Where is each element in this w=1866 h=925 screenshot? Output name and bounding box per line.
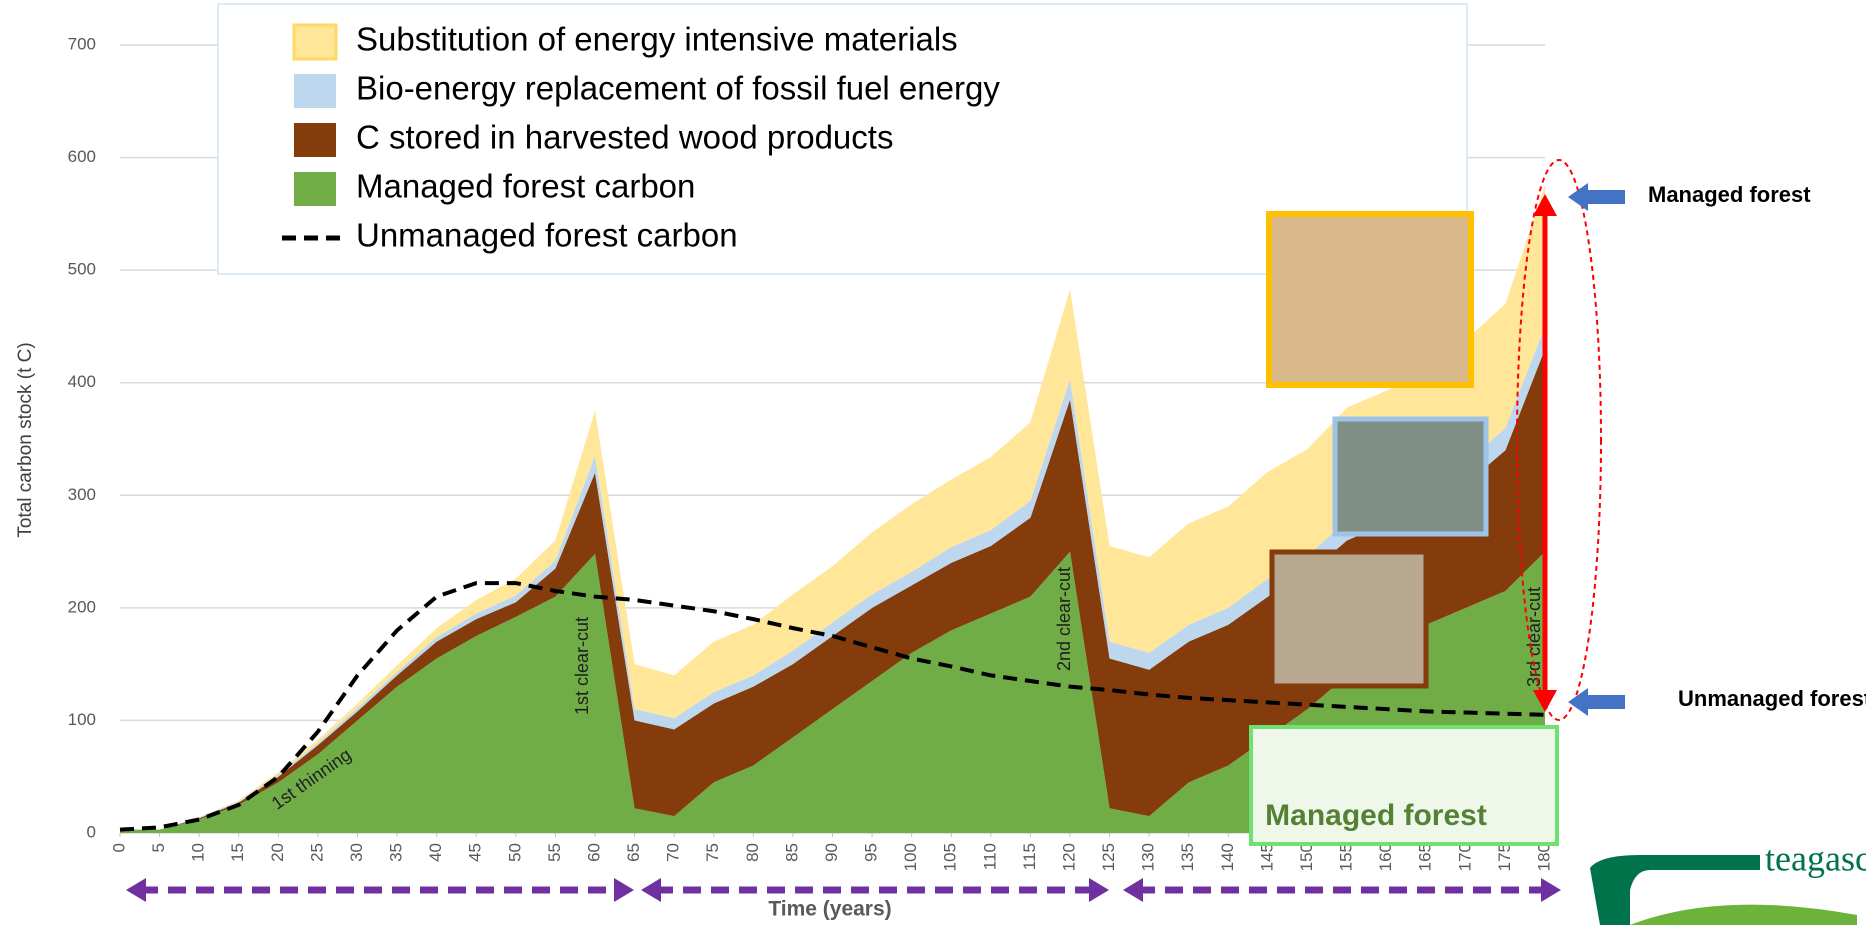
x-tick-label: 155 [1337, 843, 1356, 871]
x-tick-label: 35 [387, 843, 406, 862]
x-tick-label: 80 [743, 843, 762, 862]
y-axis-title: Total carbon stock (t C) [15, 342, 36, 537]
x-tick-label: 60 [584, 843, 603, 862]
x-tick-label: 145 [1257, 843, 1276, 871]
x-tick-label: 70 [664, 843, 683, 862]
chart: 0 100 200 300 400 500 600 700 0 5 10 15 20 25 30 35 40 45… [0, 0, 1866, 925]
annotation: 3rd clear-cut [1524, 587, 1544, 687]
legend-label: C stored in harvested wood products [356, 119, 893, 156]
y-tick-label: 600 [68, 147, 96, 166]
y-tick-label: 700 [68, 34, 96, 53]
x-tick-label: 175 [1495, 843, 1514, 871]
x-tick-label: 140 [1218, 843, 1237, 871]
x-tick-label: 105 [941, 843, 960, 871]
photo-building [1269, 214, 1471, 385]
x-tick-label: 20 [268, 843, 287, 862]
x-axis-title: Time (years) [768, 898, 891, 921]
y-tick-label: 100 [68, 710, 96, 729]
y-tick-label: 300 [68, 485, 96, 504]
photo-wood [1272, 552, 1426, 686]
side-label: Unmanaged forest [1678, 686, 1866, 711]
y-tick-label: 400 [68, 372, 96, 391]
x-tick-label: 15 [228, 843, 247, 862]
logo-text: teagasc [1765, 838, 1866, 878]
x-tick-label: 10 [189, 843, 208, 862]
x-tick-label: 55 [545, 843, 564, 862]
x-tick-label: 75 [703, 843, 722, 862]
legend-swatch [294, 123, 336, 157]
legend-swatch [294, 172, 336, 206]
x-tick-label: 165 [1416, 843, 1435, 871]
x-tick-label: 40 [426, 843, 445, 862]
x-tick-label: 0 [109, 843, 128, 852]
legend-label: Substitution of energy intensive materia… [356, 21, 958, 58]
x-tick-label: 25 [307, 843, 326, 862]
x-tick-label: 135 [1178, 843, 1197, 871]
x-tick-label: 95 [862, 843, 881, 862]
x-tick-label: 115 [1020, 843, 1039, 870]
annotation: 2nd clear-cut [1054, 567, 1074, 671]
x-tick-label: 90 [822, 843, 841, 862]
y-tick-label: 200 [68, 597, 96, 616]
photo-trailer [1335, 419, 1486, 534]
x-tick-label: 85 [782, 843, 801, 862]
y-tick-label: 0 [87, 822, 96, 841]
photo-caption: Managed forest [1265, 799, 1487, 832]
annotation: 1st clear-cut [572, 617, 592, 715]
x-tick-label: 65 [624, 843, 643, 862]
x-tick-label: 120 [1059, 843, 1078, 871]
legend-swatch [294, 25, 336, 59]
legend-label: Bio-energy replacement of fossil fuel en… [356, 70, 1000, 107]
x-tick-label: 30 [347, 843, 366, 862]
x-tick-label: 100 [901, 843, 920, 871]
side-label: Managed forest [1648, 182, 1811, 207]
x-tick-label: 180 [1534, 843, 1553, 871]
x-tick-label: 110 [980, 843, 999, 870]
x-tick-label: 50 [505, 843, 524, 862]
legend-swatch [294, 74, 336, 108]
x-tick-label: 160 [1376, 843, 1395, 871]
y-tick-label: 500 [68, 260, 96, 279]
logo-swoosh [1630, 905, 1857, 925]
page: {"chart_data": {"type": "stacked-area", … [0, 0, 1866, 925]
x-tick-label: 125 [1099, 843, 1118, 871]
x-tick-label: 150 [1297, 843, 1316, 871]
x-tick-label: 170 [1455, 843, 1474, 871]
x-tick-label: 45 [466, 843, 485, 862]
x-tick-label: 130 [1139, 843, 1158, 871]
legend-label: Managed forest carbon [356, 168, 695, 205]
x-tick-label: 5 [149, 843, 168, 852]
legend-label: Unmanaged forest carbon [356, 217, 738, 254]
